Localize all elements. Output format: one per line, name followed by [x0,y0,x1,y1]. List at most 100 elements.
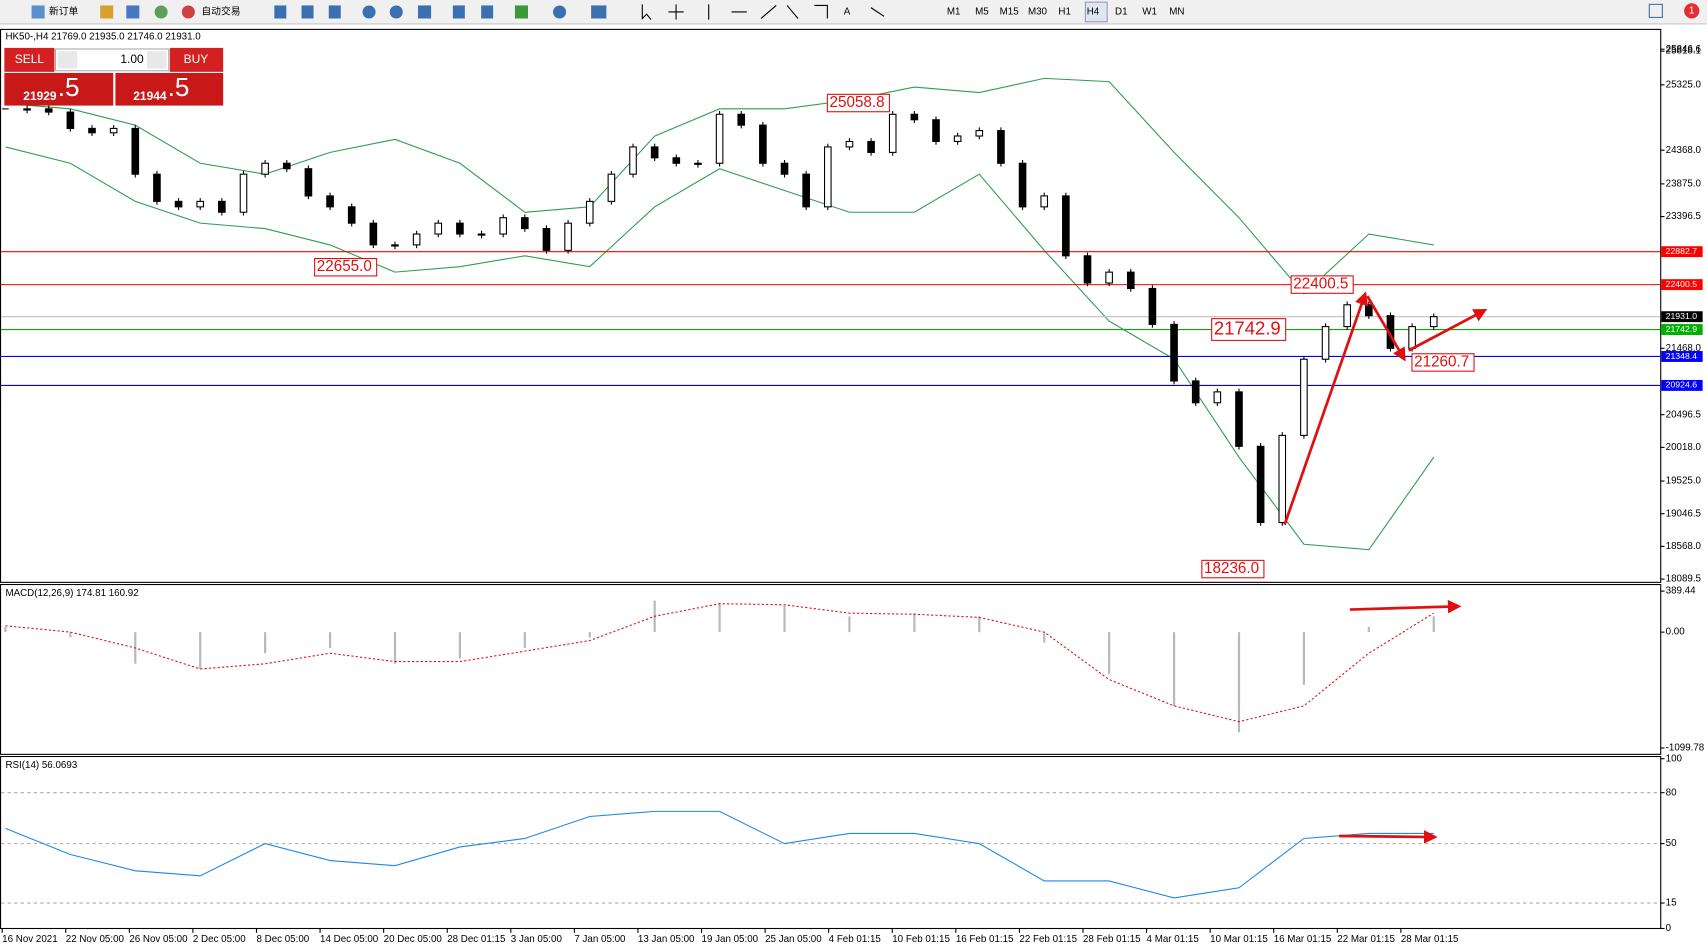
macd-signal [5,603,1435,723]
timeframe-button[interactable]: M5 [975,7,989,18]
new-order-button[interactable]: 新订单 [49,5,79,18]
macd-bar [1237,632,1241,733]
y-tick-label: 100 [1666,753,1683,764]
sell-button[interactable] [4,47,55,72]
arrow [1283,291,1369,526]
toolbar-icon[interactable] [100,5,114,19]
toolbar-icon[interactable] [481,5,494,19]
toolbar-icon[interactable] [154,5,168,19]
y-tick-label: 389.44 [1666,586,1696,597]
price-level-label: 21931.0 [1666,311,1698,321]
sell-label[interactable]: SELL [15,52,45,66]
y-tick-label: 25325.0 [1666,79,1702,90]
timeframe-button[interactable]: D1 [1115,7,1128,18]
candle [477,233,486,236]
candle [780,162,789,175]
price-level-label: 21742.9 [1666,324,1698,334]
arrow [1339,830,1438,844]
macd-bar [1432,616,1435,633]
candle [932,119,940,143]
candle [1235,391,1243,447]
toolbar-icon[interactable] [553,5,567,19]
x-tick-label: 13 Jan 05:00 [638,934,695,945]
toolbar-icon[interactable] [126,5,140,19]
timeframe-button[interactable]: H4 [1087,7,1100,18]
timeframe-button[interactable]: W1 [1142,7,1157,18]
toolbar-icon[interactable] [328,5,341,19]
buy-price: 21944 [133,89,167,103]
cursor-tool[interactable] [641,4,652,20]
macd-bar [328,632,332,648]
x-tick-label: 14 Dec 05:00 [320,934,379,945]
candle [412,233,421,246]
macd-title: MACD(12,26,9) 174.81 160.92 [5,588,138,599]
candle [153,173,161,202]
notification-badge[interactable] [1684,3,1700,19]
drawing-tools[interactable] [708,4,885,20]
zoom-in[interactable] [362,5,376,19]
macd-bar [718,602,721,633]
buy-price-box[interactable] [115,72,224,106]
candle [629,146,637,175]
toolbar-icon[interactable] [418,5,432,19]
candle [888,113,897,153]
timeframe-button[interactable]: H1 [1058,7,1071,18]
y-tick-label: 24368.0 [1666,145,1702,156]
toolbar-icon[interactable] [452,5,465,19]
zoom-out[interactable] [389,5,403,19]
y-tick-label: 18089.5 [1666,574,1702,585]
candle [391,244,399,247]
rsi-title: RSI(14) 56.0693 [5,760,77,771]
auto-trading-button[interactable]: 自动交易 [201,5,240,18]
active-timeframe [1084,1,1108,23]
macd-bar [69,632,72,638]
y-tick-label: 0 [1666,923,1672,934]
new-order-icon[interactable] [31,5,45,19]
toolbar-icon[interactable] [301,5,314,19]
price-window [0,28,1662,583]
timeframes: M1 M5 M15 M30 H1 H4 D1 W1 MN [947,7,1185,18]
price-level-label: 21348.4 [1666,351,1698,361]
annotation-label: 22655.0 [317,258,372,275]
candle [304,168,313,197]
y-tick-label: 20496.5 [1666,409,1702,420]
candle [369,222,378,246]
macd-bar [588,632,591,638]
auto-trading-icon[interactable] [181,5,195,19]
rsi-line [5,810,1434,899]
price-level-label: 22882.7 [1666,246,1698,256]
volume-up[interactable] [146,51,167,69]
candle [261,162,269,175]
toolbar-icon[interactable] [514,5,528,19]
candle [1148,287,1157,325]
volume-down[interactable] [57,51,78,69]
buy-pips: .5 [168,72,190,102]
toolbar-icon[interactable] [591,5,607,19]
crosshair-tool[interactable] [668,4,684,20]
x-tick-label: 10 Feb 01:15 [892,934,950,945]
volume-value[interactable]: 1.00 [120,52,144,66]
sell-price-box[interactable] [4,72,114,106]
buy-button[interactable] [169,47,224,72]
y-tick-label: 50 [1666,838,1677,849]
candle [239,173,248,213]
volume-input[interactable] [54,48,170,72]
timeframe-button[interactable]: M15 [1000,7,1020,18]
candle [1343,304,1351,328]
candle [66,111,75,129]
macd-bar [523,632,526,648]
candle [759,124,767,164]
candle [521,217,529,230]
search-icon[interactable] [1648,3,1663,18]
x-tick-label: 22 Feb 01:15 [1019,934,1077,945]
candle [218,200,226,213]
macd-bar [783,605,786,633]
candle [910,113,919,121]
timeframe-button[interactable]: MN [1169,7,1184,18]
toolbar-icon[interactable] [274,5,287,19]
buy-label[interactable]: BUY [184,52,209,66]
timeframe-button[interactable]: M1 [947,7,961,18]
text-tool[interactable]: A [844,7,851,18]
timeframe-button[interactable]: M30 [1028,7,1048,18]
